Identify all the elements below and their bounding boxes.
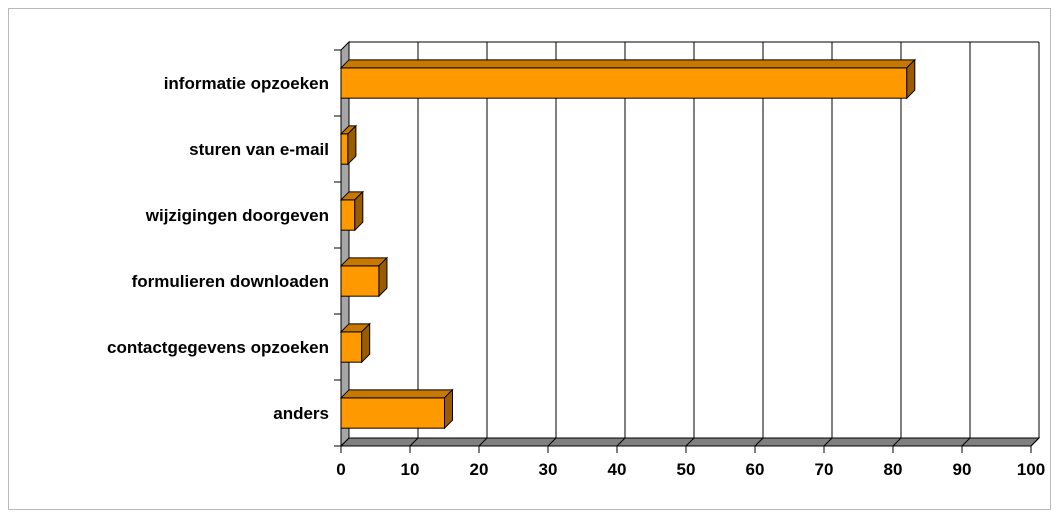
x-tick-label: 20 bbox=[470, 460, 489, 479]
bar-front bbox=[340, 199, 356, 231]
bar-front bbox=[340, 67, 908, 99]
bar-side bbox=[347, 124, 357, 166]
bar-top bbox=[339, 59, 917, 69]
x-tick-label: 100 bbox=[1017, 460, 1045, 479]
category-label: wijzigingen doorgeven bbox=[145, 206, 329, 225]
category-label: anders bbox=[273, 404, 329, 423]
category-label: contactgegevens opzoeken bbox=[107, 338, 329, 357]
bar-side bbox=[906, 58, 916, 100]
x-tick-label: 80 bbox=[884, 460, 903, 479]
floor-tick-link bbox=[892, 437, 902, 447]
bar-side bbox=[354, 190, 364, 232]
floor-tick-link bbox=[1030, 437, 1040, 447]
bar bbox=[339, 256, 389, 298]
x-tick-label: 60 bbox=[746, 460, 765, 479]
x-tick-label: 10 bbox=[401, 460, 420, 479]
bar bbox=[339, 388, 454, 430]
bar bbox=[339, 58, 917, 100]
floor-tick-link bbox=[754, 437, 764, 447]
bar-side bbox=[444, 388, 453, 430]
bar-side bbox=[361, 322, 371, 364]
bar-front bbox=[340, 265, 380, 297]
floor-tick-link bbox=[478, 437, 488, 447]
floor-tick-link bbox=[685, 437, 695, 447]
floor-tick-link bbox=[340, 437, 350, 447]
category-label: formulieren downloaden bbox=[132, 272, 329, 291]
x-tick-label: 90 bbox=[953, 460, 972, 479]
x-tick-label: 70 bbox=[815, 460, 834, 479]
floor-tick-link bbox=[616, 437, 626, 447]
x-tick-label: 30 bbox=[539, 460, 558, 479]
x-tick-label: 0 bbox=[336, 460, 345, 479]
bar-front bbox=[340, 133, 349, 165]
bar bbox=[339, 190, 365, 232]
x-tick-label: 40 bbox=[608, 460, 627, 479]
bar bbox=[339, 124, 358, 166]
bar-front bbox=[340, 331, 363, 363]
floor-tick-link bbox=[409, 437, 419, 447]
bar bbox=[339, 322, 371, 364]
bar-front bbox=[340, 397, 445, 429]
category-label: sturen van e-mail bbox=[189, 140, 329, 159]
side-wall bbox=[340, 40, 350, 448]
bar-side bbox=[378, 256, 388, 298]
floor-tick-link bbox=[961, 437, 971, 447]
floor-tick-link bbox=[823, 437, 833, 447]
bar-top bbox=[339, 389, 454, 399]
x-tick-label: 50 bbox=[677, 460, 696, 479]
category-label: informatie opzoeken bbox=[164, 74, 329, 93]
floor-tick-link bbox=[547, 437, 557, 447]
